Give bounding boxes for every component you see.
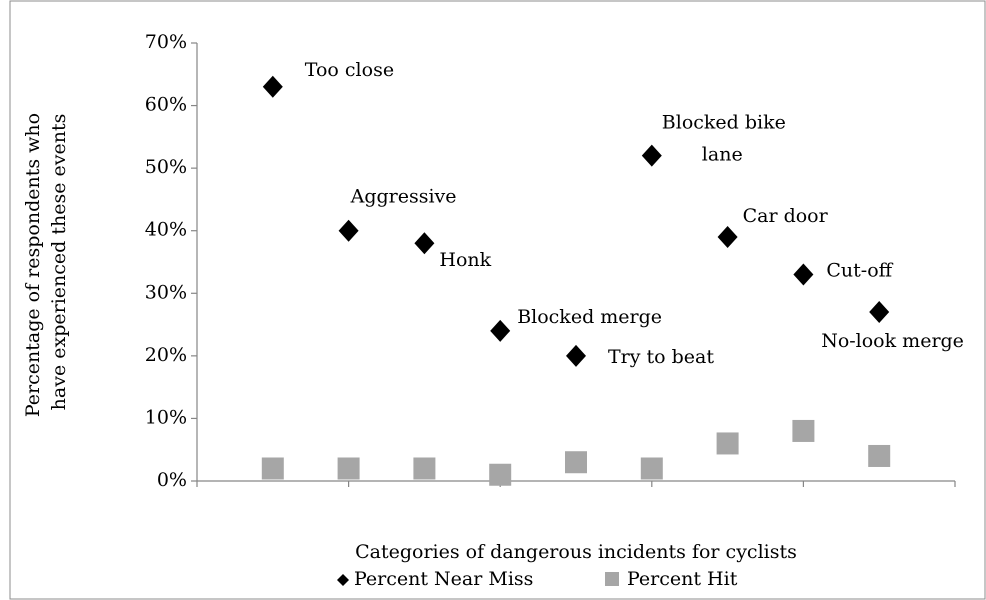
point-label: Aggressive xyxy=(350,186,457,208)
near-miss-point xyxy=(262,75,283,98)
hit-point xyxy=(337,457,360,480)
y-tick-label: 60% xyxy=(145,94,187,116)
point-label: Cut-off xyxy=(826,260,893,282)
y-tick-label: 50% xyxy=(145,156,187,178)
point-label: No-look merge xyxy=(821,330,964,352)
hit-point xyxy=(716,432,739,455)
x-axis-title: Categories of dangerous incidents for cy… xyxy=(355,541,797,563)
hit-point xyxy=(868,444,891,467)
hit-point xyxy=(640,457,663,480)
chart-frame xyxy=(9,0,986,600)
y-axis-title: Percentage of respondents who have exper… xyxy=(22,107,70,417)
near-miss-point xyxy=(641,144,662,167)
near-miss-point xyxy=(338,219,359,242)
hit-point xyxy=(792,419,815,442)
near-miss-point xyxy=(869,301,890,324)
hit-point xyxy=(261,457,284,480)
hit-point xyxy=(565,451,587,474)
near-miss-point xyxy=(793,263,814,286)
point-label: Try to beat xyxy=(608,346,714,368)
legend-label: Percent Hit xyxy=(627,568,738,590)
legend-marker xyxy=(605,572,619,586)
point-label: Too close xyxy=(305,59,394,81)
near-miss-point xyxy=(566,344,586,367)
legend-marker xyxy=(337,574,349,586)
point-label: Blocked bike lane xyxy=(662,112,792,166)
y-tick-label: 0% xyxy=(157,469,187,491)
point-label: Blocked merge xyxy=(517,306,662,328)
legend-label: Percent Near Miss xyxy=(354,568,533,590)
point-label: Car door xyxy=(743,205,829,227)
near-miss-point xyxy=(717,225,738,248)
y-tick-label: 20% xyxy=(145,344,187,366)
hit-point xyxy=(489,463,512,486)
near-miss-point xyxy=(414,232,435,255)
hit-point xyxy=(413,457,436,480)
near-miss-point xyxy=(490,319,511,342)
point-label: Honk xyxy=(439,249,491,271)
y-tick-label: 30% xyxy=(145,281,187,303)
y-tick-label: 40% xyxy=(145,219,187,241)
y-tick-label: 10% xyxy=(145,406,187,428)
y-tick-label: 70% xyxy=(145,31,187,53)
